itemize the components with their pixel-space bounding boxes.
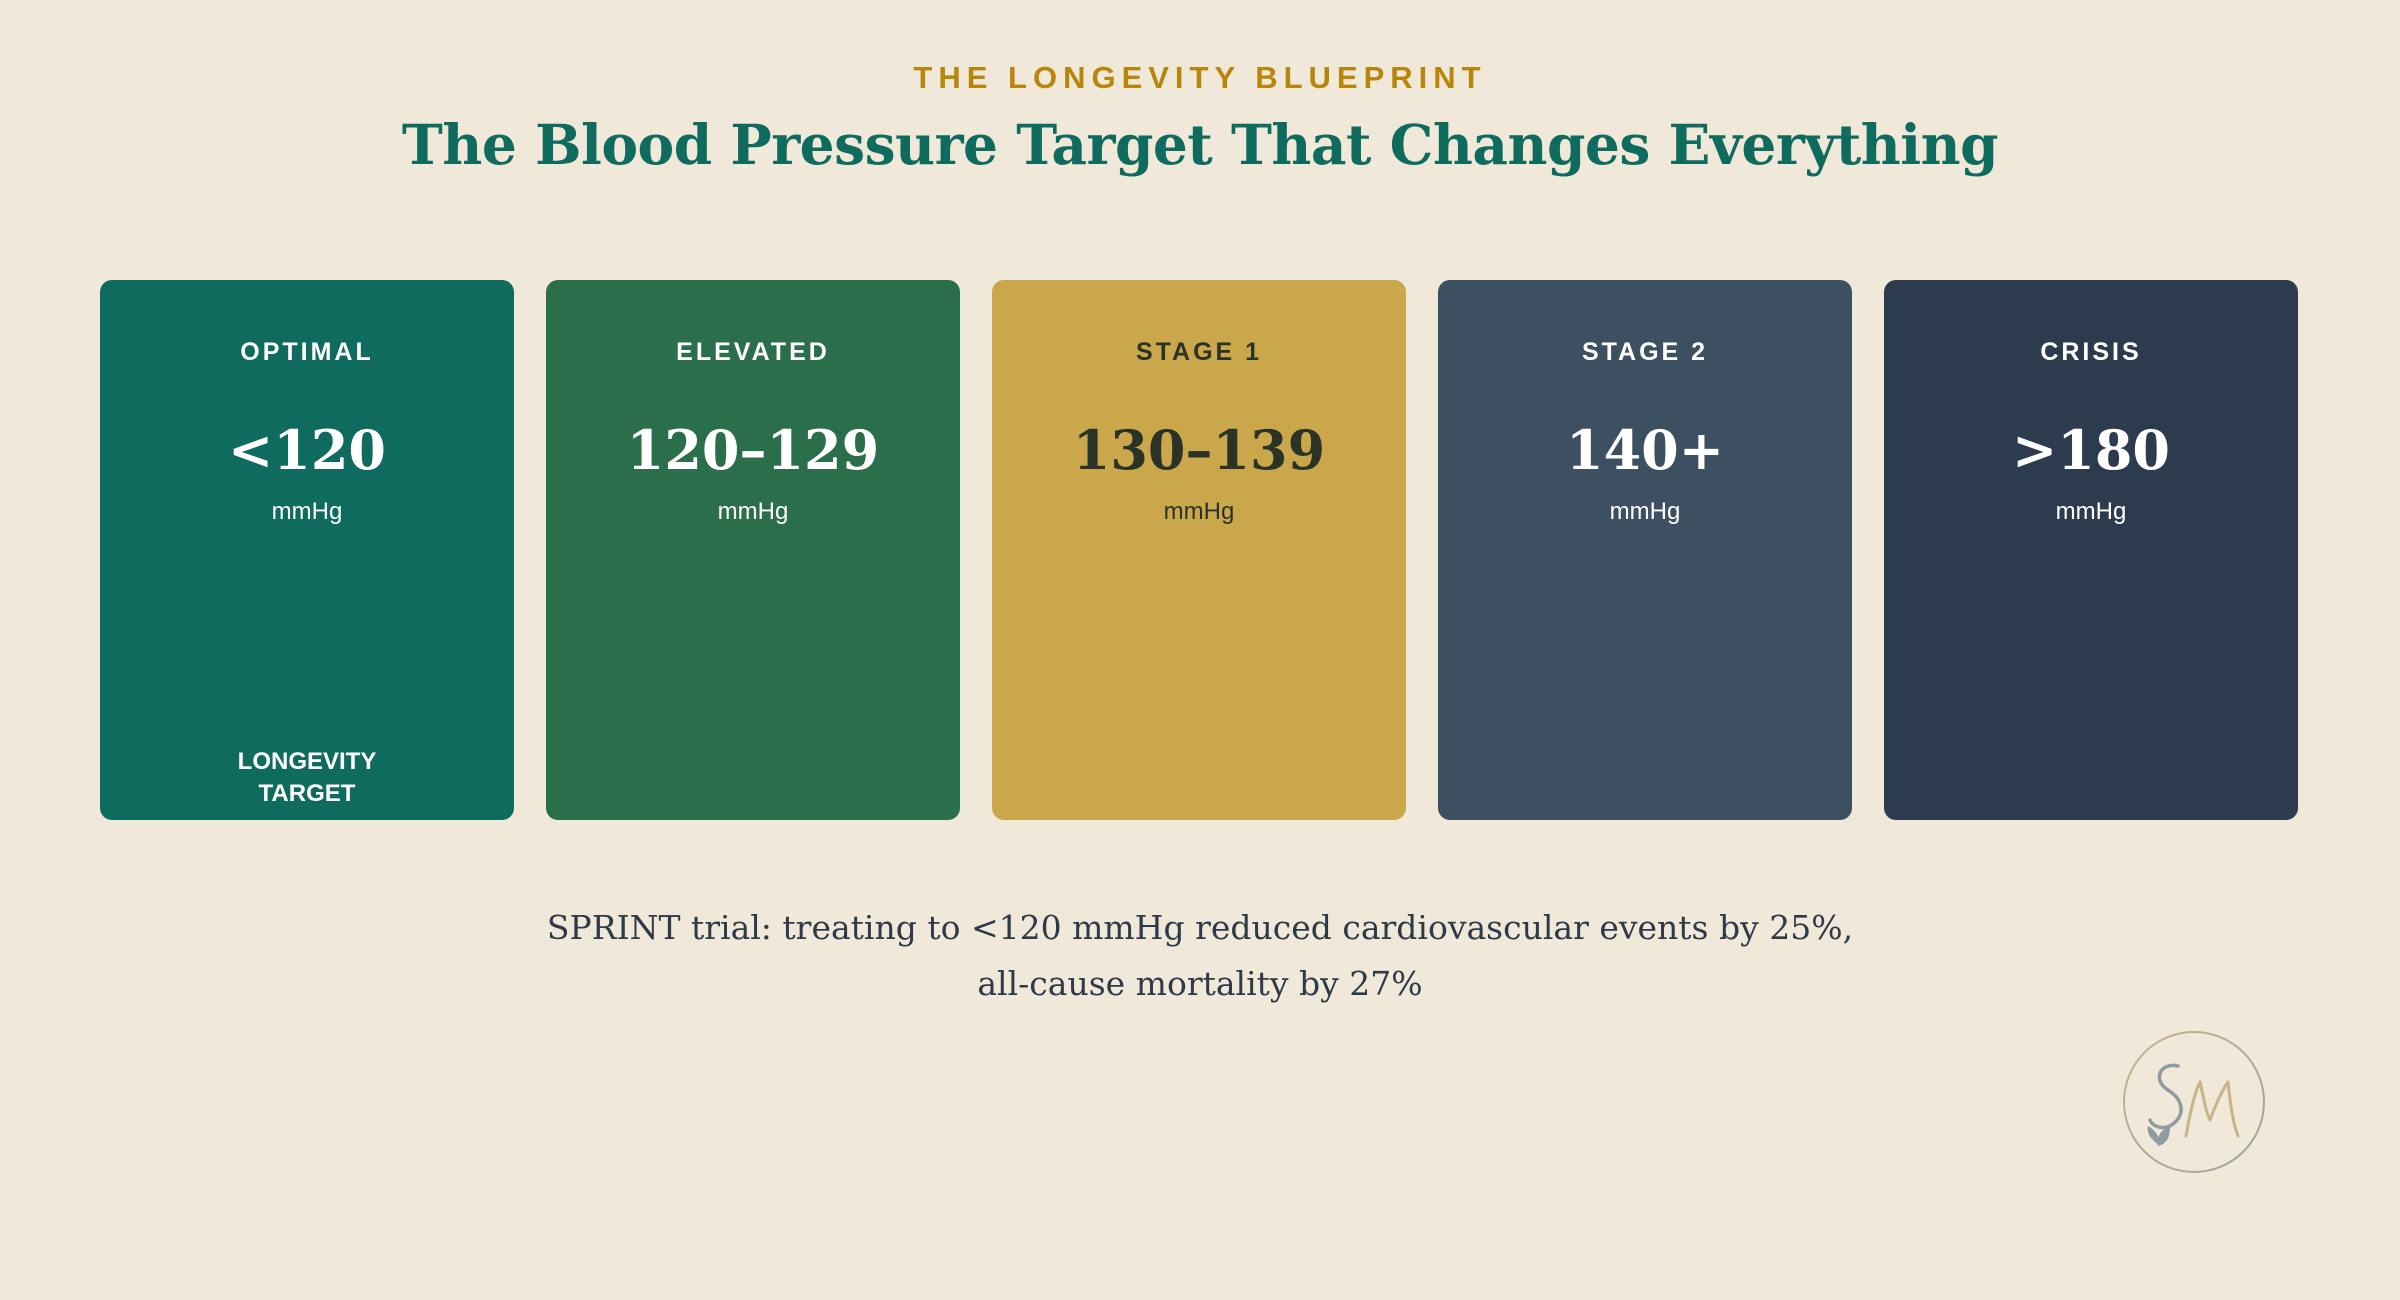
card-crisis: CRISIS >180 mmHg xyxy=(1884,280,2298,820)
eyebrow-heading: THE LONGEVITY BLUEPRINT xyxy=(913,60,1487,95)
logo-ring xyxy=(2123,1031,2265,1173)
card-stage-1: STAGE 1 130–139 mmHg xyxy=(992,280,1406,820)
card-value: 120–129 xyxy=(626,418,880,482)
card-optimal: OPTIMAL <120 mmHg LONGEVITY TARGET xyxy=(100,280,514,820)
card-value: 140+ xyxy=(1566,418,1724,482)
card-label: ELEVATED xyxy=(676,338,830,366)
card-value: >180 xyxy=(2012,418,2170,482)
card-value: 130–139 xyxy=(1072,418,1326,482)
card-label: STAGE 2 xyxy=(1581,338,1709,366)
card-unit: mmHg xyxy=(271,498,343,525)
caption-line-1: SPRINT trial: treating to <120 mmHg redu… xyxy=(546,908,1854,947)
page-title: The Blood Pressure Target That Changes E… xyxy=(401,112,1999,177)
leaf-icon xyxy=(2147,1126,2170,1146)
card-value: <120 xyxy=(228,418,386,482)
card-label: CRISIS xyxy=(2040,338,2142,366)
card-unit: mmHg xyxy=(2055,498,2127,525)
card-unit: mmHg xyxy=(1609,498,1681,525)
caption-line-2: all-cause mortality by 27% xyxy=(977,964,1423,1003)
card-unit: mmHg xyxy=(717,498,789,525)
card-stage-2: STAGE 2 140+ mmHg xyxy=(1438,280,1852,820)
sprint-trial-caption: SPRINT trial: treating to <120 mmHg redu… xyxy=(0,900,2400,1012)
card-elevated: ELEVATED 120–129 mmHg xyxy=(546,280,960,820)
monogram-s-stroke xyxy=(2148,1063,2183,1130)
longevity-target-note: LONGEVITY TARGET xyxy=(100,746,514,810)
monogram-m-stroke xyxy=(2184,1080,2240,1138)
card-label: OPTIMAL xyxy=(240,338,374,366)
card-unit: mmHg xyxy=(1163,498,1235,525)
bp-category-cards: OPTIMAL <120 mmHg LONGEVITY TARGET ELEVA… xyxy=(100,280,2298,820)
sm-monogram-logo xyxy=(2123,1031,2265,1173)
note-line: TARGET xyxy=(258,780,356,807)
card-label: STAGE 1 xyxy=(1135,338,1263,366)
note-line: LONGEVITY xyxy=(237,748,377,775)
